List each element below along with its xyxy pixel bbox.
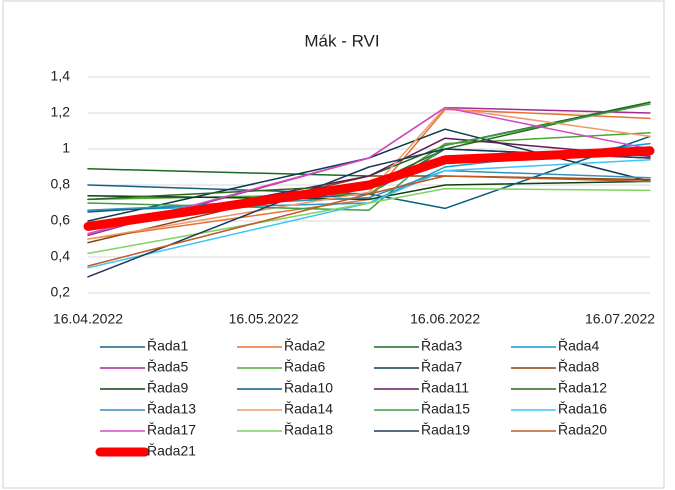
series-line [87, 101, 651, 201]
legend-label: Řada15 [421, 401, 470, 417]
legend-label: Řada11 [421, 380, 469, 396]
y-tick-label: 1,2 [51, 104, 71, 120]
series-line [87, 101, 651, 177]
legend-label: Řada3 [421, 338, 462, 354]
legend-label: Řada18 [284, 422, 333, 438]
y-tick-label: 0,2 [51, 284, 71, 300]
series-line [87, 108, 651, 240]
legend-label: Řada5 [147, 359, 188, 375]
series-line [87, 180, 651, 201]
legend-label: Řada7 [421, 359, 462, 375]
y-tick-label: 0,6 [51, 212, 71, 228]
legend-label: Řada4 [558, 338, 599, 354]
x-tick-label: 16.05.2022 [229, 311, 299, 327]
legend-label: Řada6 [284, 359, 325, 375]
legend-label: Řada21 [147, 443, 196, 459]
y-tick-label: 1,4 [51, 68, 71, 84]
legend-label: Řada20 [558, 422, 607, 438]
legend-label: Řada2 [284, 338, 325, 354]
legend-label: Řada17 [147, 422, 196, 438]
series-line [83, 146, 655, 231]
legend-label: Řada1 [147, 338, 188, 354]
legend-label: Řada13 [147, 401, 196, 417]
series-line [87, 106, 651, 240]
legend-label: Řada16 [558, 401, 607, 417]
legend-label: Řada12 [558, 380, 607, 396]
legend-label: Řada10 [284, 380, 333, 396]
series-line [87, 159, 651, 269]
legend-label: Řada19 [421, 422, 470, 438]
legend-label: Řada8 [558, 359, 599, 375]
y-tick-label: 1 [62, 140, 70, 156]
chart-title: Mák - RVI [304, 31, 379, 50]
y-tick-label: 0,8 [51, 176, 71, 192]
legend-label: Řada9 [147, 380, 188, 396]
series-line [87, 106, 651, 235]
series-line [87, 175, 651, 267]
series-line [87, 187, 651, 255]
x-tick-label: 16.07.2022 [585, 311, 655, 327]
x-tick-label: 16.06.2022 [410, 311, 480, 327]
y-tick-label: 0,4 [51, 248, 71, 264]
x-tick-label: 16.04.2022 [53, 311, 123, 327]
legend-label: Řada14 [284, 401, 333, 417]
